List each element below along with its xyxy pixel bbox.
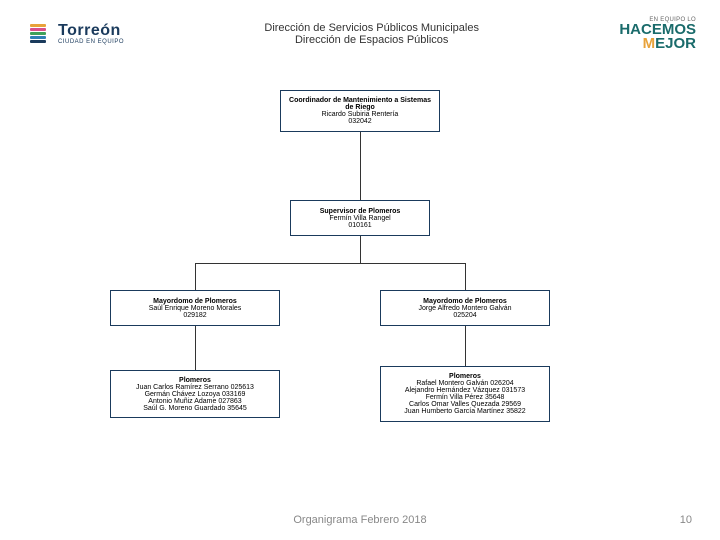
org-node: PlomerosJuan Carlos Ramírez Serrano 0256… (110, 370, 280, 418)
org-node: Mayordomo de PlomerosJorge Alfredo Monte… (380, 290, 550, 326)
org-node-line: Ricardo Subiria Rentería (322, 111, 399, 118)
org-node-line: Jorge Alfredo Montero Galván (419, 305, 512, 312)
logo-bar (30, 24, 46, 27)
org-node: Coordinador de Mantenimiento a Sistemas … (280, 90, 440, 132)
org-node-line: Juan Humberto García Martínez 35822 (404, 408, 525, 415)
header-line1: Dirección de Servicios Públicos Municipa… (124, 22, 619, 34)
org-node-line: Saúl Enrique Moreno Morales (149, 305, 242, 312)
org-node-line: 032042 (348, 118, 371, 125)
org-node-role: Mayordomo de Plomeros (153, 298, 237, 305)
org-node-role: Plomeros (179, 377, 211, 384)
org-edge (195, 263, 196, 290)
org-edge (195, 263, 465, 264)
logo-mark-icon (24, 20, 52, 48)
org-node-role: Mayordomo de Plomeros (423, 298, 507, 305)
logo-bar (30, 36, 46, 39)
org-chart: Coordinador de Mantenimiento a Sistemas … (0, 90, 720, 460)
org-node-line: 025204 (453, 312, 476, 319)
org-edge (465, 326, 466, 346)
logo-bar (30, 40, 46, 43)
org-node-line: Fermín Villa Pérez 35648 (426, 394, 505, 401)
logo-right-accent: M (643, 35, 656, 52)
org-edge (195, 326, 196, 348)
logo-right: EN EQUIPO LO HACEMOS MEJOR (619, 18, 696, 50)
org-node-role: Coordinador de Mantenimiento a Sistemas … (285, 97, 435, 111)
org-node-line: Alejandro Hernández Vázquez 031573 (405, 387, 525, 394)
header-center: Dirección de Servicios Públicos Municipa… (124, 22, 619, 46)
org-node: Supervisor de PlomerosFermín Villa Range… (290, 200, 430, 236)
logo-bar (30, 28, 46, 31)
org-edge (465, 346, 466, 366)
org-node-line: Fermín Villa Rangel (329, 215, 390, 222)
org-edge (360, 166, 361, 200)
header: Torreón CIUDAD EN EQUIPO Dirección de Se… (0, 0, 720, 60)
logo-left-sub: CIUDAD EN EQUIPO (58, 39, 124, 45)
org-node-line: 029182 (183, 312, 206, 319)
org-node-line: 010161 (348, 222, 371, 229)
org-edge (360, 132, 361, 166)
logo-right-main: HACEMOS MEJOR (619, 23, 696, 50)
org-node: PlomerosRafael Montero Galván 026204Alej… (380, 366, 550, 422)
org-node-role: Supervisor de Plomeros (320, 208, 401, 215)
org-edge (465, 263, 466, 290)
footer-text: Organigrama Febrero 2018 (0, 514, 720, 526)
org-node-role: Plomeros (449, 373, 481, 380)
logo-right-rest: EJOR (655, 35, 696, 52)
logo-bar (30, 32, 46, 35)
page-number: 10 (680, 514, 692, 526)
org-node-line: Juan Carlos Ramírez Serrano 025613 (136, 384, 254, 391)
org-node-line: Germán Chávez Lozoya 033169 (145, 391, 246, 398)
org-node-line: Saúl G. Moreno Guardado 35645 (143, 405, 247, 412)
org-edge (360, 236, 361, 263)
logo-left: Torreón CIUDAD EN EQUIPO (24, 20, 124, 48)
logo-left-title: Torreón (58, 23, 124, 39)
org-node: Mayordomo de PlomerosSaúl Enrique Moreno… (110, 290, 280, 326)
org-node-line: Rafael Montero Galván 026204 (416, 380, 513, 387)
logo-right-word2: MEJOR (643, 35, 696, 52)
org-node-line: Carlos Omar Valles Quezada 29569 (409, 401, 521, 408)
header-line2: Dirección de Espacios Públicos (124, 34, 619, 46)
org-node-line: Antonio Muñiz Adame 027863 (148, 398, 241, 405)
org-edge (195, 348, 196, 370)
logo-left-text: Torreón CIUDAD EN EQUIPO (58, 23, 124, 45)
